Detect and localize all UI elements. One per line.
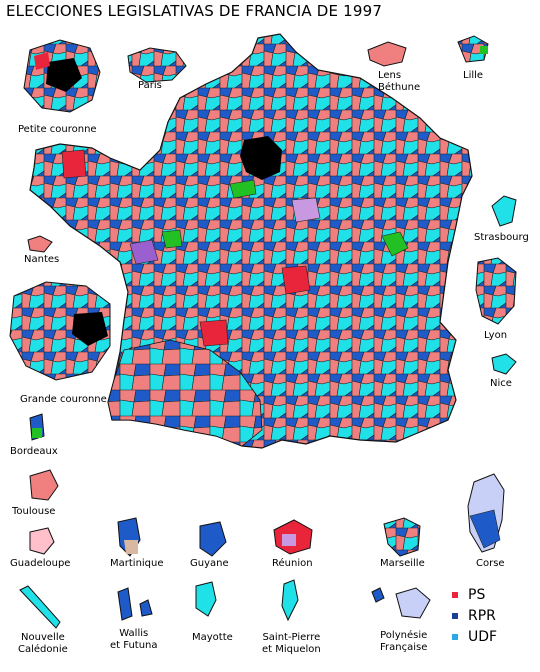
petite-couronne-red	[34, 52, 50, 70]
saint-pierre-miquelon-map	[281, 579, 299, 622]
label-nantes: Nantes	[24, 254, 60, 265]
corse-rpr	[469, 509, 501, 549]
legend-swatch-udf	[452, 633, 458, 640]
label-martinique: Martinique	[110, 558, 164, 569]
label-marseille: Marseille	[380, 558, 425, 569]
nouvelle-caledonie-map	[19, 585, 61, 629]
purple-constituency	[129, 239, 159, 265]
lilac-constituency	[291, 197, 321, 223]
label-guyane: Guyane	[190, 558, 229, 569]
strasbourg-map	[491, 195, 517, 227]
guyane-map	[199, 521, 227, 557]
label-nice: Nice	[490, 378, 512, 389]
lens-bethune-map	[367, 41, 407, 67]
legend-label-rpr: RPR	[468, 607, 496, 624]
guadeloupe-map	[29, 527, 55, 555]
nantes-map	[27, 235, 53, 253]
legend-item-rpr: RPR	[452, 605, 497, 626]
legend: PS RPR UDF	[452, 584, 497, 647]
label-guadeloupe: Guadeloupe	[10, 558, 71, 569]
label-petite-couronne: Petite couronne	[18, 124, 97, 135]
label-strasbourg: Strasbourg	[474, 232, 529, 243]
bordeaux-green	[32, 428, 42, 438]
label-bordeaux: Bordeaux	[10, 446, 58, 457]
legend-label-ps: PS	[468, 586, 486, 603]
label-paris: Paris	[138, 80, 162, 91]
wallis-futuna-islet	[139, 599, 153, 617]
grande-couronne-black	[72, 312, 108, 346]
label-toulouse: Toulouse	[12, 506, 56, 517]
legend-swatch-rpr	[452, 612, 458, 619]
paris-region-black	[240, 136, 282, 180]
label-reunion: Réunion	[272, 558, 313, 569]
wallis-futuna-map	[117, 587, 133, 621]
mainland-france	[29, 33, 473, 449]
mayotte-map	[195, 581, 217, 617]
green-constituency-2	[381, 231, 409, 257]
label-grande-couronne: Grande couronne	[20, 394, 107, 405]
label-polynesie: Polynésie Française	[380, 630, 428, 653]
reunion-purple	[282, 534, 296, 546]
label-corse: Corse	[476, 558, 505, 569]
map-title: ELECCIONES LEGISLATIVAS DE FRANCIA DE 19…	[6, 2, 383, 20]
polynesie-map	[395, 587, 431, 619]
green-constituency-3	[161, 229, 183, 249]
red-constituency-lyon	[281, 265, 311, 295]
legend-label-udf: UDF	[468, 628, 498, 645]
green-constituency-1	[229, 179, 257, 199]
label-lille: Lille	[463, 70, 484, 81]
lyon-map	[475, 257, 517, 325]
legend-item-udf: UDF	[452, 626, 497, 647]
toulouse-map	[29, 469, 59, 501]
paris-map	[127, 47, 187, 83]
red-constituency-brittany	[61, 149, 87, 179]
legend-swatch-ps	[452, 591, 458, 598]
label-mayotte: Mayotte	[192, 632, 233, 643]
label-lens-bethune: Lens Béthune	[378, 70, 421, 93]
legend-item-ps: PS	[452, 584, 497, 605]
southwest-region	[107, 339, 263, 447]
nice-map	[491, 353, 517, 375]
marseille-map	[383, 517, 421, 557]
label-lyon: Lyon	[484, 330, 508, 341]
lille-green	[480, 46, 488, 54]
petite-couronne-black	[46, 58, 82, 92]
grande-couronne-map	[9, 281, 111, 381]
label-wallis-futuna: Wallis et Futuna	[110, 628, 158, 651]
red-constituency-center	[199, 319, 229, 347]
martinique-tan	[124, 540, 138, 554]
label-saint-pierre-miquelon: Saint-Pierre et Miquelon	[262, 632, 321, 655]
polynesie-islet	[371, 587, 385, 603]
label-nouvelle-caledonie: Nouvelle Calédonie	[18, 632, 68, 655]
